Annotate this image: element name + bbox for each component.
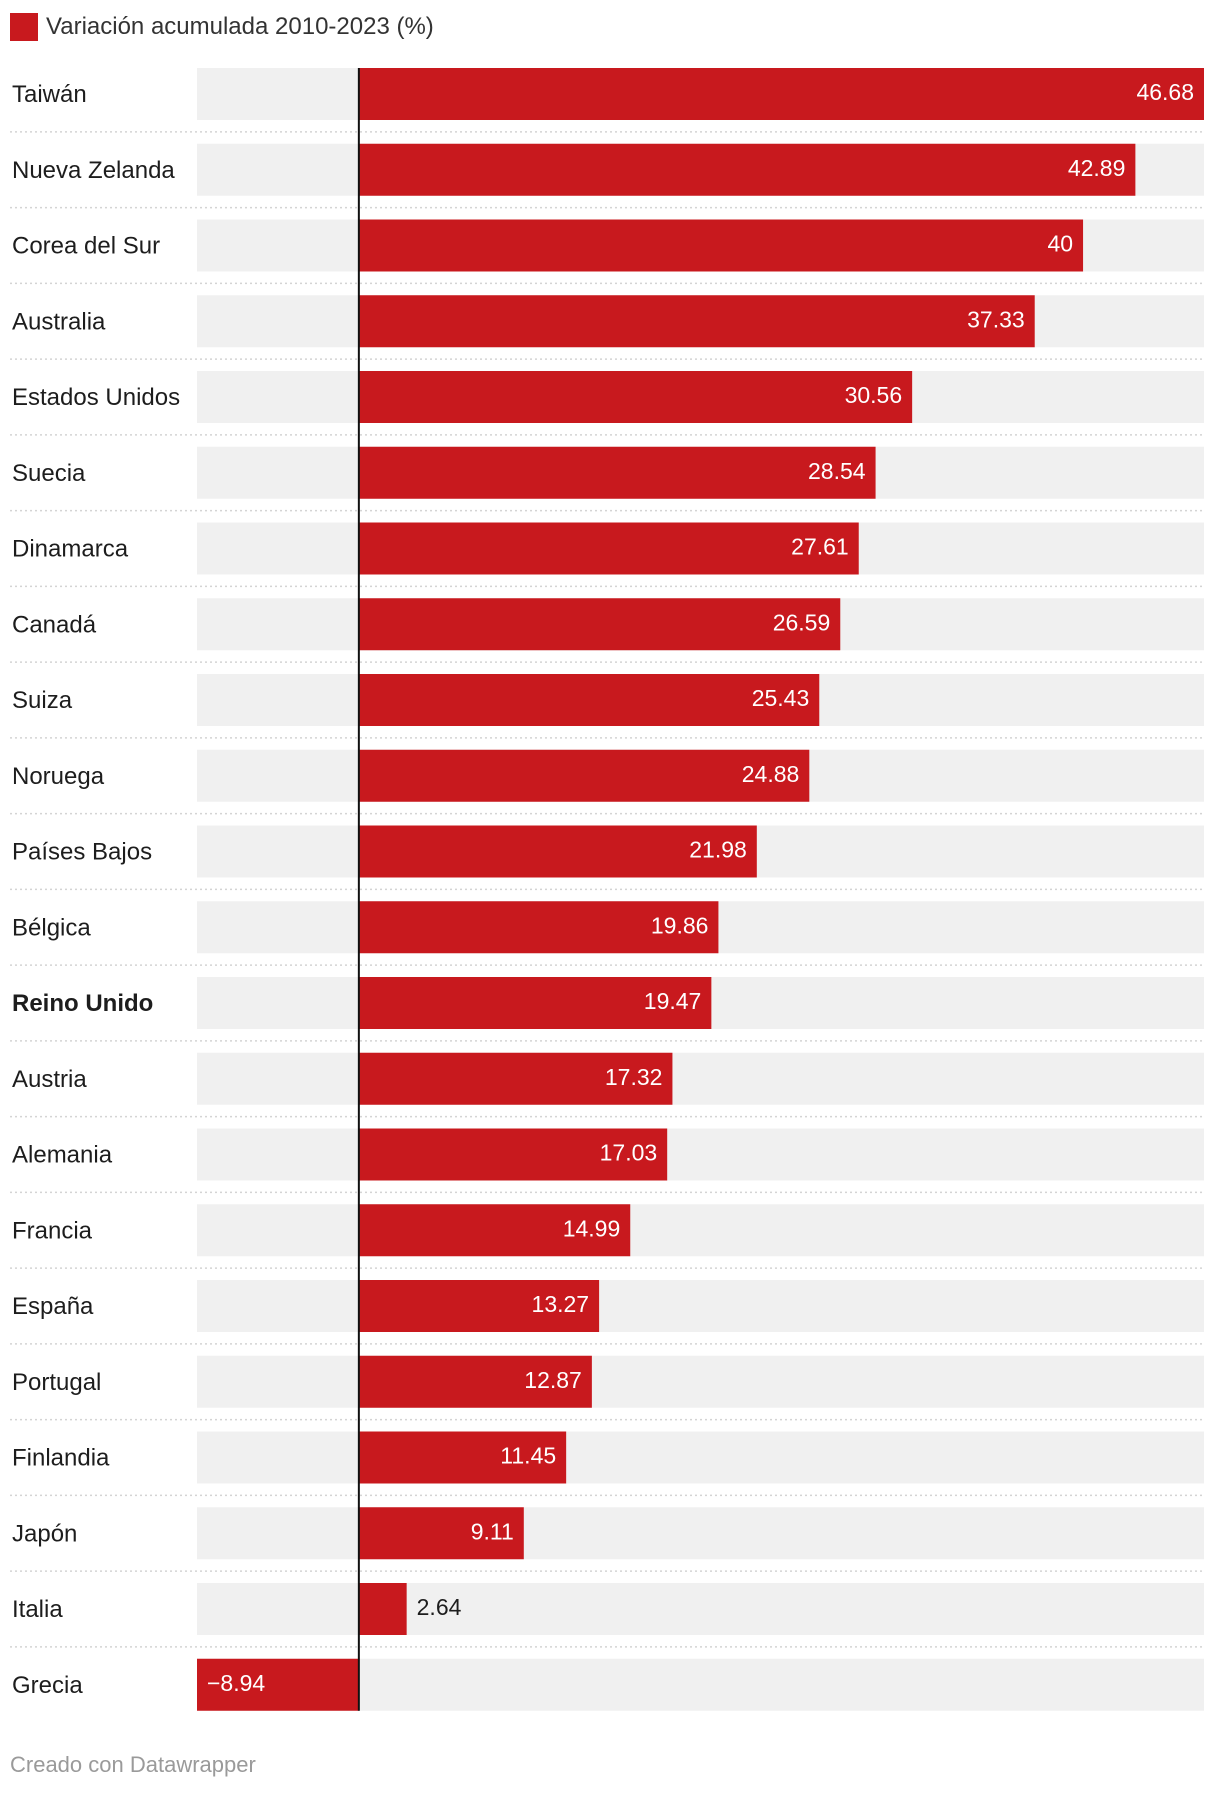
- bar: [358, 1052, 673, 1105]
- value-label: 11.45: [500, 1443, 556, 1469]
- category-label: Japón: [12, 1520, 77, 1547]
- category-label: Suiza: [12, 687, 73, 714]
- bar: [358, 749, 810, 802]
- bar: [358, 1204, 631, 1257]
- bar: [358, 598, 841, 651]
- category-label: Austria: [12, 1066, 87, 1093]
- bar: [358, 901, 719, 954]
- value-label: 12.87: [524, 1367, 582, 1393]
- value-label: 30.56: [845, 382, 903, 408]
- category-label: España: [12, 1293, 94, 1320]
- value-label: 19.86: [651, 912, 709, 938]
- bar-chart: Taiwán 46.68 Nueva Zelanda 42.89 Corea del S…: [10, 68, 1205, 1711]
- category-label: Taiwán: [12, 81, 87, 108]
- value-label: 17.03: [600, 1140, 658, 1166]
- value-label: 27.61: [791, 534, 849, 560]
- value-label: 28.54: [808, 458, 866, 484]
- legend-swatch: [10, 13, 38, 41]
- category-label: Nueva Zelanda: [12, 157, 175, 184]
- value-label: 42.89: [1068, 155, 1126, 181]
- bar: [358, 143, 1136, 196]
- category-label: Australia: [12, 308, 106, 335]
- value-label: 37.33: [967, 306, 1025, 332]
- bar-track: [197, 1128, 1204, 1181]
- footer-credit[interactable]: Creado con Datawrapper: [10, 1752, 256, 1777]
- value-label: −8.94: [207, 1670, 265, 1696]
- bar: [358, 1431, 567, 1484]
- bar: [358, 1355, 592, 1408]
- category-label: Finlandia: [12, 1445, 110, 1472]
- category-label: Alemania: [12, 1142, 113, 1169]
- category-label: Países Bajos: [12, 839, 152, 866]
- category-label: Corea del Sur: [12, 233, 160, 260]
- value-label: 14.99: [563, 1215, 621, 1241]
- bar: [358, 977, 712, 1029]
- bar: [358, 825, 757, 878]
- category-label: Suecia: [12, 460, 86, 487]
- bar-track: [197, 1355, 1204, 1408]
- value-label: 19.47: [644, 988, 702, 1014]
- category-label: Grecia: [12, 1672, 83, 1699]
- category-label: Estados Unidos: [12, 384, 180, 411]
- legend-label: Variación acumulada 2010-2023 (%): [46, 13, 434, 40]
- bar: [358, 1583, 407, 1635]
- category-label: Francia: [12, 1217, 93, 1244]
- value-label: 40: [1047, 231, 1073, 257]
- value-label: 21.98: [689, 837, 747, 863]
- bar-track: [197, 1658, 1204, 1711]
- bar: [358, 522, 859, 575]
- bar: [358, 446, 876, 499]
- bar: [358, 674, 820, 726]
- value-label: 17.32: [605, 1064, 663, 1090]
- value-label: 46.68: [1136, 79, 1194, 105]
- bar: [358, 371, 913, 423]
- bar-track: [197, 1280, 1204, 1332]
- bar-track: [197, 1204, 1204, 1257]
- category-label: Noruega: [12, 763, 105, 790]
- bar: [358, 219, 1084, 272]
- bar: [358, 1507, 524, 1560]
- value-label: 13.27: [532, 1291, 590, 1317]
- bar: [358, 295, 1035, 348]
- value-label: 26.59: [773, 609, 831, 635]
- category-label: Canadá: [12, 611, 97, 638]
- bar-track: [197, 1507, 1204, 1560]
- value-label: 24.88: [742, 761, 800, 787]
- bar: [358, 1280, 600, 1332]
- bar-track: [197, 1052, 1204, 1105]
- bar: [358, 68, 1205, 120]
- category-label: Bélgica: [12, 914, 91, 941]
- category-label: Dinamarca: [12, 536, 129, 563]
- legend: Variación acumulada 2010-2023 (%): [10, 12, 434, 42]
- category-label: Portugal: [12, 1369, 101, 1396]
- bar-track: [197, 1431, 1204, 1484]
- category-label: Reino Unido: [12, 990, 153, 1017]
- value-label: 25.43: [752, 685, 810, 711]
- category-label: Italia: [12, 1596, 63, 1623]
- value-label: 9.11: [471, 1518, 514, 1544]
- bar: [358, 1128, 668, 1181]
- bar-track: [197, 1583, 1204, 1635]
- bar: [197, 1658, 359, 1711]
- value-label: 2.64: [417, 1594, 462, 1620]
